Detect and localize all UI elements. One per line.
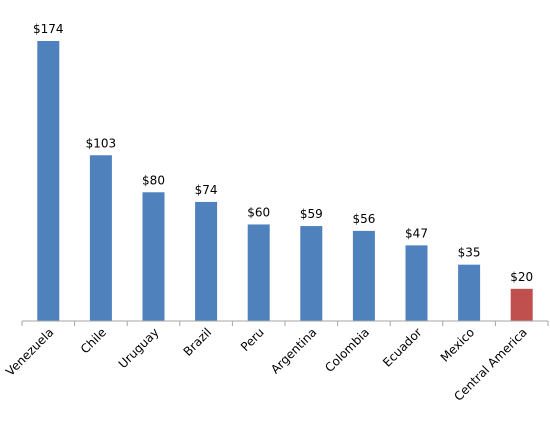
bar-venezuela xyxy=(37,41,60,321)
x-axis-ticks-group xyxy=(21,321,549,326)
category-label: Venezuela xyxy=(3,325,56,378)
data-label: $47 xyxy=(405,226,428,240)
data-label: $74 xyxy=(195,183,218,197)
bar-ecuador xyxy=(405,245,428,321)
data-labels-group: $174 $103 $80 $74 $60 $59 $56 $47 $35 $20 xyxy=(33,22,533,284)
category-label: Peru xyxy=(238,325,267,354)
bar-mexico xyxy=(458,264,481,321)
bar-brazil xyxy=(195,201,218,321)
data-label: $174 xyxy=(33,22,64,36)
data-label: $59 xyxy=(300,207,323,221)
data-label: $103 xyxy=(86,136,117,150)
category-label: Mexico xyxy=(438,325,478,365)
category-label: Ecuador xyxy=(380,325,425,370)
category-label: Brazil xyxy=(181,325,215,359)
category-label: Uruguay xyxy=(116,325,162,371)
bar-central-america xyxy=(510,288,533,321)
bar-uruguay xyxy=(142,192,165,321)
category-label: Argentina xyxy=(268,325,319,376)
data-label: $60 xyxy=(247,205,270,219)
bars-group xyxy=(37,41,533,321)
category-label: Colombia xyxy=(322,325,372,375)
bar-peru xyxy=(247,224,270,321)
data-label: $35 xyxy=(458,246,481,260)
data-label: $56 xyxy=(352,212,375,226)
data-label: $20 xyxy=(510,270,533,284)
bar-chile xyxy=(89,155,112,321)
bar-colombia xyxy=(352,230,375,321)
data-label: $80 xyxy=(142,173,165,187)
category-labels-group: Venezuela Chile Uruguay Brazil Peru Argentina… xyxy=(3,325,530,404)
bar-argentina xyxy=(300,226,323,321)
category-label: Chile xyxy=(78,325,109,356)
